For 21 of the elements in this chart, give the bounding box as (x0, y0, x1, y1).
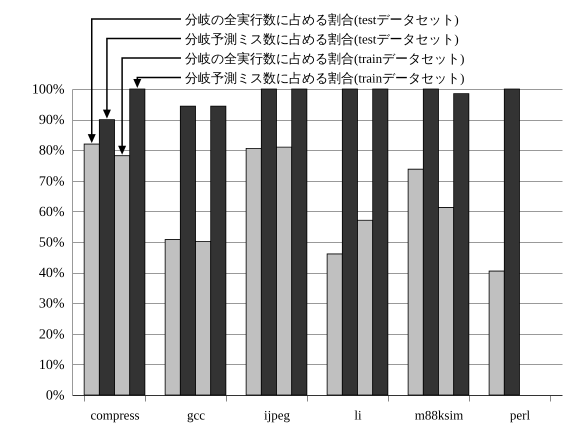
y-tick-label: 50% (38, 236, 65, 250)
x-tick-label: compress (90, 408, 140, 422)
legend-label: 分岐予測ミス数に占める割合(trainデータセット) (185, 70, 464, 86)
x-tick-label: li (354, 408, 362, 422)
text: 分岐予測ミス数に占める割合(testデータセット) (185, 32, 459, 46)
y-tick-label: 10% (38, 358, 65, 373)
y-tick-label: 70% (38, 174, 65, 190)
y-tick-label: 60% (38, 204, 65, 220)
x-tick-label: ijpeg (264, 408, 290, 422)
y-tick-label: 80% (38, 144, 65, 159)
y-tick-label: 0% (46, 388, 65, 404)
y-tick-label: 90% (38, 113, 65, 128)
x-tick-label: m88ksim (414, 408, 464, 422)
y-tick-label: 40% (38, 266, 65, 282)
y-tick-label: 30% (38, 296, 65, 312)
x-tick-label: perl (510, 408, 530, 422)
text: 分岐の全実行数に占める割合(testデータセット) (185, 12, 459, 27)
text: 分岐の全実行数に占める割合(trainデータセット) (185, 51, 464, 66)
x-tick-label: gcc (186, 408, 206, 422)
y-tick-label: 20% (38, 327, 65, 342)
y-tick-label: 100% (32, 82, 65, 98)
